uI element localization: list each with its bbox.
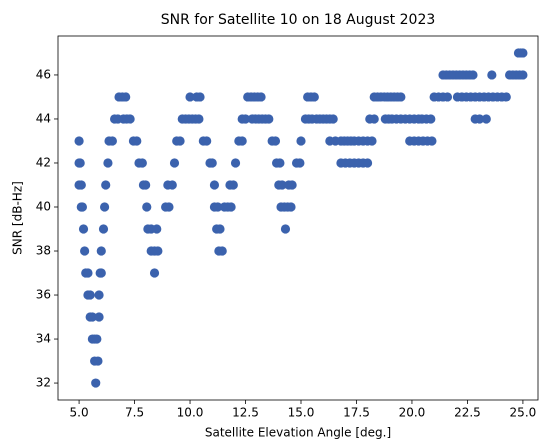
point bbox=[518, 48, 528, 58]
y-tick-label: 38 bbox=[36, 244, 51, 258]
point bbox=[468, 70, 478, 80]
point bbox=[107, 136, 117, 146]
point bbox=[96, 246, 106, 256]
point bbox=[426, 114, 436, 124]
point bbox=[101, 180, 111, 190]
point bbox=[442, 92, 453, 102]
point bbox=[309, 92, 319, 102]
point bbox=[94, 312, 104, 322]
chart-title: SNR for Satellite 10 on 18 August 2023 bbox=[161, 12, 436, 28]
point bbox=[93, 356, 103, 366]
point bbox=[76, 180, 86, 190]
point bbox=[275, 158, 285, 168]
point bbox=[141, 180, 151, 190]
point bbox=[153, 246, 163, 256]
y-tick-label: 40 bbox=[36, 199, 51, 213]
point bbox=[175, 136, 185, 146]
point bbox=[367, 136, 377, 146]
point bbox=[487, 70, 497, 80]
point bbox=[75, 158, 85, 168]
point bbox=[169, 158, 180, 168]
point bbox=[215, 224, 225, 234]
point bbox=[501, 92, 511, 102]
point bbox=[295, 158, 305, 168]
point bbox=[237, 136, 247, 146]
point bbox=[228, 180, 238, 190]
point bbox=[475, 114, 485, 124]
point bbox=[481, 114, 491, 124]
point bbox=[87, 312, 97, 322]
point bbox=[328, 114, 338, 124]
point bbox=[286, 202, 296, 212]
point bbox=[270, 136, 281, 146]
point bbox=[125, 114, 135, 124]
y-tick-label: 46 bbox=[36, 67, 51, 81]
x-axis-label: Satellite Elevation Angle [deg.] bbox=[205, 426, 391, 440]
point bbox=[152, 224, 162, 234]
x-tick-label: 5.0 bbox=[70, 406, 89, 420]
point bbox=[195, 92, 205, 102]
point bbox=[518, 70, 528, 80]
point bbox=[149, 268, 160, 278]
point bbox=[230, 158, 241, 168]
x-tick-label: 7.5 bbox=[125, 406, 144, 420]
x-tick-label: 12.5 bbox=[232, 406, 259, 420]
point bbox=[240, 114, 251, 124]
point bbox=[226, 202, 236, 212]
point bbox=[83, 268, 93, 278]
point bbox=[121, 92, 131, 102]
point bbox=[194, 114, 204, 124]
point bbox=[142, 202, 152, 212]
y-axis-label: SNR [dB-Hz] bbox=[11, 181, 25, 255]
point bbox=[256, 92, 266, 102]
x-tick-label: 15.0 bbox=[288, 406, 315, 420]
point bbox=[103, 158, 113, 168]
point bbox=[396, 92, 406, 102]
point bbox=[80, 246, 90, 256]
point bbox=[132, 136, 142, 146]
x-tick-label: 20.0 bbox=[399, 406, 426, 420]
point bbox=[287, 180, 297, 190]
y-tick-label: 44 bbox=[36, 111, 51, 125]
point bbox=[280, 224, 291, 234]
point bbox=[94, 290, 104, 300]
point bbox=[96, 268, 106, 278]
point bbox=[207, 158, 217, 168]
point bbox=[74, 136, 84, 146]
point bbox=[213, 202, 223, 212]
point bbox=[369, 114, 379, 124]
point bbox=[264, 114, 274, 124]
point bbox=[185, 92, 195, 102]
point bbox=[137, 158, 147, 168]
point bbox=[202, 136, 212, 146]
point bbox=[164, 202, 174, 212]
point bbox=[217, 246, 227, 256]
point bbox=[362, 158, 373, 168]
point bbox=[277, 180, 287, 190]
point bbox=[78, 224, 89, 234]
point bbox=[92, 334, 102, 344]
y-tick-label: 36 bbox=[36, 288, 51, 302]
y-tick-label: 42 bbox=[36, 155, 51, 169]
point bbox=[98, 224, 109, 234]
point bbox=[427, 136, 437, 146]
point bbox=[209, 180, 220, 190]
point bbox=[167, 180, 177, 190]
y-tick-label: 34 bbox=[36, 332, 51, 346]
x-tick-label: 17.5 bbox=[343, 406, 370, 420]
point bbox=[77, 202, 88, 212]
x-tick-label: 22.5 bbox=[454, 406, 481, 420]
x-tick-label: 10.0 bbox=[177, 406, 204, 420]
plot-frame bbox=[57, 35, 539, 401]
x-tick-label: 25.0 bbox=[510, 406, 537, 420]
point bbox=[100, 202, 110, 212]
y-tick-label: 32 bbox=[36, 376, 51, 390]
point bbox=[85, 290, 95, 300]
point bbox=[296, 136, 306, 146]
point bbox=[91, 378, 101, 388]
